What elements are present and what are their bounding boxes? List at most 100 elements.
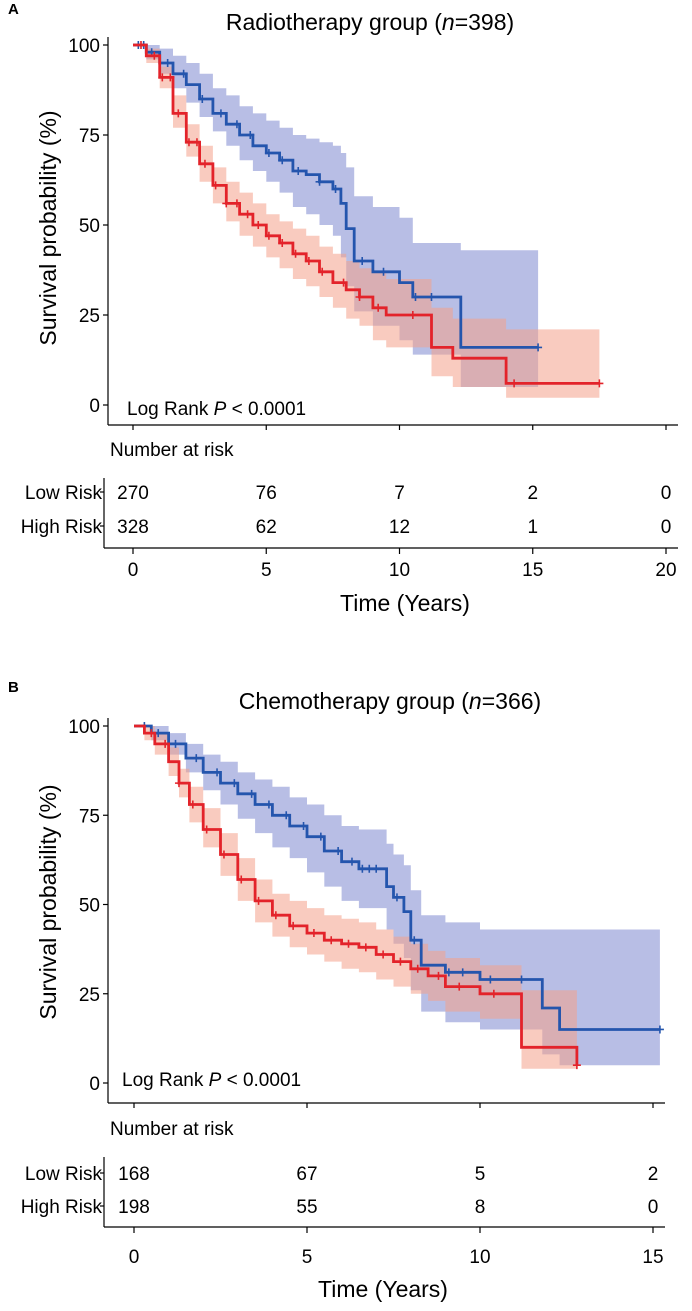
censor-mark-low-risk (458, 968, 467, 977)
censor-mark-low-risk (216, 109, 225, 118)
log-rank-annotation: Log Rank P < 0.0001 (122, 1070, 301, 1091)
censor-mark-high-risk (147, 729, 156, 738)
time-axis-tick-label: 15 (522, 560, 543, 581)
y-axis-label: Survival probability (%) (35, 784, 61, 1019)
censor-mark-low-risk (247, 789, 256, 798)
censor-mark-high-risk (254, 221, 263, 229)
ci-band-high-risk (134, 726, 577, 1080)
censor-mark-high-risk (344, 939, 353, 948)
censor-mark-high-risk (264, 231, 273, 240)
km-line-high-risk (133, 43, 600, 385)
risk-row-label: High Risk (21, 517, 103, 538)
censor-mark-low-risk (316, 832, 325, 841)
risk-table-title: Number at risk (110, 440, 234, 461)
censor-mark-high-risk (318, 267, 327, 276)
chart-title: Radiotherapy group (n=398) (226, 9, 514, 35)
time-axis-tick-label: 0 (128, 560, 139, 581)
risk-count: 55 (296, 1197, 317, 1218)
time-axis-tick-label: 5 (302, 1247, 313, 1268)
risk-count: 328 (117, 517, 149, 538)
censor-mark-high-risk (339, 278, 348, 287)
censor-mark-low-risk (264, 800, 273, 809)
censor-mark-low-risk (410, 936, 419, 945)
censor-mark-high-risk (150, 51, 159, 60)
ci-band-high-risk (133, 45, 600, 398)
censor-mark-high-risk (158, 73, 167, 82)
chart-title-n: n (469, 688, 482, 714)
y-tick-label: 25 (79, 985, 100, 1006)
y-tick-label: 50 (79, 896, 100, 917)
risk-count: 62 (256, 517, 277, 538)
censor-mark-low-risk (299, 821, 308, 830)
censor-mark-low-risk (534, 343, 543, 352)
censor-mark-high-risk (379, 950, 388, 959)
y-tick-label: 75 (79, 806, 100, 827)
censor-mark-high-risk (413, 964, 422, 973)
censor-mark-high-risk (278, 239, 287, 247)
risk-table-title: Number at risk (110, 1119, 234, 1140)
censor-mark-high-risk (254, 896, 263, 905)
censor-mark-low-risk (444, 968, 453, 977)
censor-mark-high-risk (374, 303, 383, 312)
y-axis-label: Survival probability (%) (35, 110, 61, 345)
chart-title-prefix: Chemotherapy group ( (239, 688, 469, 714)
risk-count: 0 (648, 1197, 659, 1218)
risk-count: 270 (117, 483, 149, 504)
time-axis-tick-label: 10 (389, 560, 410, 581)
y-tick-label: 75 (79, 126, 100, 147)
y-tick-label: 25 (79, 306, 100, 327)
km-line-low-risk (133, 43, 539, 349)
censor-mark-low-risk (372, 864, 381, 873)
risk-count: 2 (648, 1164, 659, 1185)
censor-mark-low-risk (278, 156, 287, 165)
time-axis-tick-label: 10 (469, 1247, 490, 1268)
risk-count: 0 (661, 483, 672, 504)
chart-title: Chemotherapy group (n=366) (239, 688, 541, 714)
censor-mark-high-risk (184, 138, 193, 147)
censor-mark-high-risk (232, 199, 241, 208)
x-axis-label: Time (Years) (340, 590, 470, 616)
censor-mark-low-risk (230, 779, 239, 788)
censor-mark-high-risk (327, 936, 336, 945)
censor-mark-high-risk (455, 982, 464, 991)
censor-mark-low-risk (192, 754, 201, 763)
censor-mark-high-risk (309, 929, 318, 938)
censor-mark-low-risk (198, 95, 207, 103)
censor-mark-low-risk (486, 975, 495, 984)
censor-mark-low-risk (246, 131, 255, 139)
risk-count: 8 (475, 1197, 486, 1218)
censor-mark-high-risk (192, 138, 201, 147)
risk-count: 12 (389, 517, 410, 538)
censor-mark-low-risk (331, 185, 340, 193)
censor-mark-high-risk (510, 379, 519, 388)
censor-mark-high-risk (174, 109, 183, 118)
chart-title-suffix: =398) (455, 9, 514, 35)
log-rank-suffix: < 0.0001 (221, 1070, 301, 1091)
chart-title-suffix: =366) (482, 688, 541, 714)
censor-mark-low-risk (179, 69, 188, 78)
log-rank-prefix: Log Rank (127, 399, 214, 420)
censor-mark-high-risk (489, 989, 498, 998)
time-axis-tick-label: 5 (261, 560, 272, 581)
censor-mark-high-risk (361, 943, 370, 952)
risk-row-label: Low Risk (25, 483, 103, 504)
censor-mark-high-risk (595, 379, 604, 388)
censor-mark-high-risk (219, 850, 228, 859)
risk-count: 2 (527, 483, 538, 504)
panel-label: B (8, 679, 19, 696)
censor-mark-low-risk (655, 1025, 664, 1034)
censor-mark-low-risk (282, 811, 291, 820)
censor-mark-high-risk (434, 971, 443, 980)
risk-count: 1 (527, 517, 538, 538)
risk-count: 7 (394, 483, 405, 504)
censor-mark-high-risk (202, 825, 211, 834)
censor-mark-low-risk (347, 857, 356, 866)
censor-mark-high-risk (166, 73, 175, 82)
risk-row-label: Low Risk (25, 1164, 103, 1185)
censor-mark-low-risk (427, 293, 436, 301)
censor-mark-high-risk (396, 957, 405, 966)
chart-title-prefix: Radiotherapy group ( (226, 9, 442, 35)
km-line-low-risk (134, 724, 660, 1031)
log-rank-prefix: Log Rank (122, 1070, 209, 1091)
